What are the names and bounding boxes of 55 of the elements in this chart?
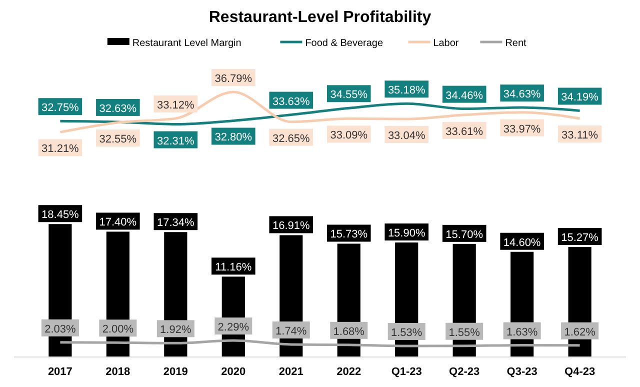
x-tick-label: Q1-23 xyxy=(391,366,422,378)
data-label: 34.46% xyxy=(446,90,484,102)
data-label: 1.53% xyxy=(391,326,422,339)
data-label: 31.21% xyxy=(42,143,80,156)
x-tick-label: Q4-23 xyxy=(564,366,596,378)
data-label: 17.34% xyxy=(157,217,195,230)
data-label: 11.16% xyxy=(215,262,252,274)
legend-label: Food & Beverage xyxy=(305,38,384,49)
data-label: 14.60% xyxy=(503,236,541,249)
data-label: 32.63% xyxy=(99,102,137,115)
data-label: 15.70% xyxy=(446,228,484,241)
chart-title: Restaurant-Level Profitability xyxy=(208,9,432,26)
x-tick-label: 2017 xyxy=(48,366,72,378)
data-label: 1.68% xyxy=(333,326,365,338)
data-label: 1.63% xyxy=(506,326,538,338)
data-label: 1.92% xyxy=(160,324,192,336)
data-label: 33.04% xyxy=(388,130,426,142)
data-label: 33.63% xyxy=(272,96,310,108)
data-label: 2.03% xyxy=(44,323,76,336)
data-label: 15.73% xyxy=(330,228,368,241)
data-label: 16.91% xyxy=(272,220,310,232)
data-label: 15.90% xyxy=(388,227,426,240)
data-label: 18.45% xyxy=(42,209,80,222)
data-label: 35.18% xyxy=(388,84,426,97)
data-label: 1.74% xyxy=(276,325,307,338)
data-label: 33.97% xyxy=(503,123,541,136)
data-label: 33.11% xyxy=(562,130,598,142)
data-label: 1.55% xyxy=(448,326,480,339)
data-label: 32.31% xyxy=(157,135,195,148)
data-label: 32.80% xyxy=(214,132,252,144)
data-label: 32.75% xyxy=(42,102,80,114)
x-tick-label: 2019 xyxy=(163,366,188,378)
data-label: 33.09% xyxy=(330,130,368,142)
x-tick-label: 2020 xyxy=(221,366,246,378)
x-tick-label: Q3-23 xyxy=(506,366,538,378)
data-label: 32.65% xyxy=(272,132,310,145)
data-label: 36.79% xyxy=(214,73,252,85)
data-label: 33.12% xyxy=(157,99,195,112)
data-label: 17.40% xyxy=(99,216,137,229)
x-tick-label: Q2-23 xyxy=(449,366,480,378)
data-label: 33.61% xyxy=(446,126,484,138)
data-label: 1.62% xyxy=(564,326,596,338)
x-tick-label: 2018 xyxy=(106,366,130,378)
data-label: 2.00% xyxy=(102,324,134,336)
data-label: 2.29% xyxy=(218,322,250,334)
data-label: 34.55% xyxy=(330,89,368,102)
legend-label: Labor xyxy=(433,38,460,49)
legend-label: Restaurant Level Margin xyxy=(132,38,242,49)
x-tick-label: 2021 xyxy=(278,366,304,378)
data-label: 32.55% xyxy=(99,134,137,146)
x-tick-label: 2022 xyxy=(336,366,362,378)
data-label: 34.19% xyxy=(561,92,599,104)
legend-label: Rent xyxy=(505,38,527,49)
data-label: 34.63% xyxy=(503,88,541,101)
data-label: 15.27% xyxy=(561,232,599,244)
